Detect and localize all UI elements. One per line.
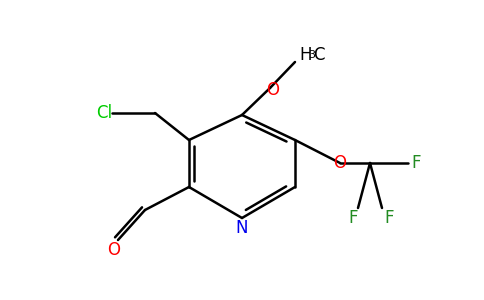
Text: H: H bbox=[299, 46, 312, 64]
Text: F: F bbox=[348, 209, 358, 227]
Text: F: F bbox=[411, 154, 421, 172]
Text: O: O bbox=[333, 154, 347, 172]
Text: C: C bbox=[313, 46, 324, 64]
Text: Cl: Cl bbox=[96, 104, 112, 122]
Text: F: F bbox=[384, 209, 394, 227]
Text: N: N bbox=[236, 219, 248, 237]
Text: O: O bbox=[267, 81, 279, 99]
Text: O: O bbox=[107, 241, 121, 259]
Text: 3: 3 bbox=[308, 50, 315, 60]
